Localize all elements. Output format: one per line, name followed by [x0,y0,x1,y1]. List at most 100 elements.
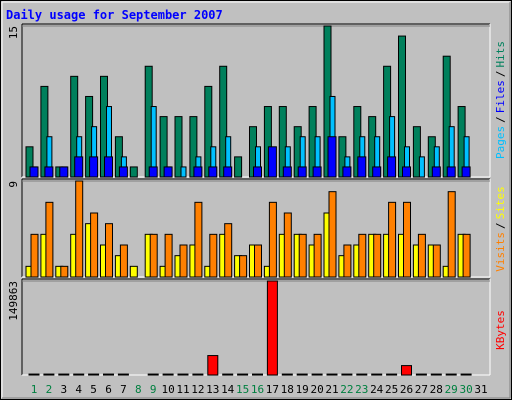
bar [266,280,278,376]
bar [253,166,262,178]
panel [22,279,490,375]
bar [90,212,99,278]
legend-entry: Hits [494,41,507,68]
x-tick-label: 12 [191,383,204,396]
bar [45,201,54,278]
bar [177,373,189,376]
bar [194,201,203,278]
x-tick-label: 9 [150,383,157,396]
bar [268,201,277,278]
bar [148,166,158,178]
bar [43,373,55,376]
y-tick-label: 9 [7,181,20,188]
bar [150,106,157,178]
bar [462,233,471,278]
legend-separator: / [494,116,507,123]
bar [174,116,183,178]
legend-entry: Files [494,80,507,113]
bar [403,201,411,278]
x-tick-label: 14 [221,383,235,396]
bar [180,166,187,178]
bar [224,223,233,278]
legend-entry: KBytes [494,310,507,350]
bar [222,373,234,376]
bar [431,166,441,178]
bar [358,233,367,278]
bar [430,373,442,376]
bar [312,166,322,178]
bar [254,244,262,278]
bar [387,156,397,178]
x-tick-label: 15 [236,383,249,396]
bar [418,156,425,178]
x-tick-label: 13 [206,383,219,396]
x-tick-label: 10 [161,383,174,396]
x-tick-label: 17 [266,383,279,396]
bar [209,233,218,278]
bar [208,166,218,178]
x-tick-label: 23 [355,383,368,396]
bar [30,233,39,278]
bar [164,233,173,278]
bar [119,244,128,278]
bar [417,233,426,278]
bar [118,166,128,178]
bar [59,166,69,178]
bar [282,166,292,178]
bar [283,212,292,278]
bar [237,373,249,376]
x-tick-label: 30 [459,383,472,396]
bar [445,373,457,376]
bar [386,373,398,376]
x-tick-label: 24 [370,383,384,396]
bar [342,166,352,178]
legend-separator: / [494,71,507,78]
bar [149,233,158,278]
bar [74,156,84,178]
x-tick-label: 26 [400,383,413,396]
bar [44,166,54,178]
bar [207,355,219,376]
bar [267,146,277,178]
x-tick-label: 20 [310,383,323,396]
x-tick-label: 1 [31,383,38,396]
bar [343,244,352,278]
bar [75,180,84,278]
bar [297,166,307,178]
bar [356,373,368,376]
x-tick-label: 8 [135,383,142,396]
x-tick-label: 2 [46,383,53,396]
bar [415,373,427,376]
x-tick-label: 29 [445,383,458,396]
bar [103,373,114,376]
bar [60,265,69,278]
bar [328,191,337,278]
bar [460,373,472,376]
legend-entry: Pages [494,126,507,159]
bar [326,373,338,376]
bar [372,166,382,178]
x-tick-label: 22 [340,383,353,396]
bar [223,166,233,178]
x-tick-label: 5 [90,383,97,396]
bar [193,166,203,178]
bar [371,373,383,376]
bar [88,373,100,376]
bar [104,156,113,178]
bar [105,223,113,278]
x-tick-label: 18 [281,383,294,396]
x-tick-label: 7 [120,383,127,396]
bar [73,373,85,376]
x-tick-label: 28 [430,383,443,396]
bar [447,191,456,278]
bar [402,166,411,178]
legend-entry: Visits [494,232,507,272]
bar [327,136,337,178]
bar [446,166,456,178]
x-tick-label: 11 [176,383,189,396]
legend: KBytes [494,310,507,350]
bar [129,166,138,178]
bar [373,233,382,278]
bar [311,373,323,376]
